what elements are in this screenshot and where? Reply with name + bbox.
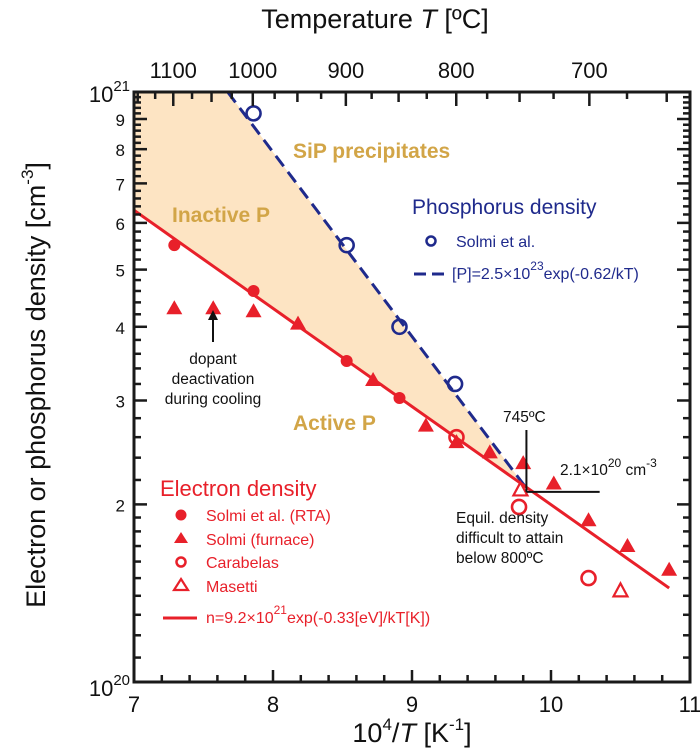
legend-marker-open-circle-blue xyxy=(425,235,437,247)
y-tick-label: 8 xyxy=(116,141,125,160)
electron-legend: Electron density Solmi et al. (RTA) Solm… xyxy=(160,476,430,627)
data-point-solmi-furnace- xyxy=(619,538,636,553)
data-point-masetti xyxy=(511,480,530,497)
data-point-solmi-furnace- xyxy=(205,300,222,315)
data-point-solmi-furnace- xyxy=(245,303,262,318)
data-point-solmi-furnace- xyxy=(515,455,532,470)
data-point-solmi-furnace- xyxy=(448,434,465,449)
density-2.1e20-label: 2.1×1020 cm-3 xyxy=(560,456,657,479)
x-tick-label: 10 xyxy=(539,692,563,717)
y-tick-label: 2 xyxy=(116,496,125,515)
y-tick-label: 9 xyxy=(116,111,125,130)
y-decade-base: 10 xyxy=(89,676,113,701)
deactivation-annotation: dopant deactivation during cooling xyxy=(165,310,262,408)
y-decade-label: 1021 xyxy=(89,78,130,107)
legend-label-p-fit: [P]=2.5×1023exp(-0.62/kT) xyxy=(452,259,639,283)
equilibrium-annotation: Equil. density difficult to attain below… xyxy=(456,510,563,567)
data-point-solmi-et-al-rta- xyxy=(393,391,406,404)
region-fill-layer xyxy=(134,92,525,487)
top-tick-label: 1100 xyxy=(150,58,197,83)
data-point-solmi-et-al- xyxy=(338,236,355,254)
inactive-p-region xyxy=(134,92,525,487)
data-point-solmi-furnace- xyxy=(545,475,562,490)
y-tick-label: 5 xyxy=(116,262,125,281)
x-tick-label: 7 xyxy=(128,692,140,717)
y-decade-exponent: 20 xyxy=(113,672,130,689)
deactivation-text-3: during cooling xyxy=(165,391,262,408)
y-tick-label: 3 xyxy=(116,392,125,411)
legend-marker-open-circle xyxy=(175,556,187,568)
electron-legend-title: Electron density xyxy=(160,476,317,501)
region-label-active: Active P xyxy=(293,412,376,435)
data-point-solmi-et-al- xyxy=(391,318,408,336)
deactivation-text-1: dopant xyxy=(189,351,237,368)
data-point-solmi-et-al-rta- xyxy=(168,239,181,252)
data-point-solmi-et-al- xyxy=(245,105,262,122)
y-decade-exponent: 21 xyxy=(113,78,130,95)
data-point-solmi-furnace- xyxy=(365,371,382,386)
data-point-solmi-furnace- xyxy=(417,417,434,432)
legend-label-masetti: Masetti xyxy=(206,579,258,596)
phosphorus-legend: Phosphorus density Solmi et al. [P]=2.5×… xyxy=(412,196,639,283)
equil-text-3: below 800ºC xyxy=(456,550,544,567)
data-point-carabelas xyxy=(580,569,597,587)
data-point-solmi-furnace- xyxy=(481,444,498,459)
data-point-solmi-furnace- xyxy=(580,512,597,527)
equil-text-2: difficult to attain xyxy=(456,530,563,547)
phosphorus-legend-title: Phosphorus density xyxy=(412,196,597,219)
legend-marker-open-triangle xyxy=(171,576,191,592)
data-point-solmi-et-al-rta- xyxy=(340,354,353,367)
data-point-solmi-furnace- xyxy=(290,315,307,330)
data-point-carabelas xyxy=(510,498,528,516)
legend-label-solmi-p: Solmi et al. xyxy=(456,234,535,251)
phosphorus-fit-line xyxy=(226,91,527,488)
temperature-annotation: 745ºC 2.1×1020 cm-3 xyxy=(503,409,657,493)
data-point-solmi-et-al- xyxy=(446,375,464,393)
data-point-masetti xyxy=(611,581,630,598)
legend-label-n-fit: n=9.2×1021exp(-0.33[eV]/kT[K]) xyxy=(206,603,430,627)
y-axis-title: Electron or phosphorus density [cm-3] xyxy=(18,162,51,608)
data-point-solmi-furnace- xyxy=(166,300,183,315)
legend-label-furnace: Solmi (furnace) xyxy=(206,532,314,549)
top-tick-label: 800 xyxy=(438,58,475,83)
x-tick-label: 8 xyxy=(267,692,279,717)
x-axis-title: 104/T [K-1] xyxy=(352,715,471,748)
y-tick-label: 7 xyxy=(116,175,125,194)
top-tick-label: 700 xyxy=(571,58,608,83)
legend-label-carabelas: Carabelas xyxy=(206,555,279,572)
legend-marker-filled-triangle xyxy=(174,532,188,543)
top-tick-label: 1000 xyxy=(228,58,277,83)
region-label-inactive: Inactive P xyxy=(172,204,270,227)
data-point-solmi-furnace- xyxy=(661,561,678,576)
x-tick-label: 9 xyxy=(406,692,418,717)
y-tick-label: 4 xyxy=(116,319,125,338)
data-point-solmi-et-al-rta- xyxy=(247,284,260,297)
y-tick-label: 6 xyxy=(116,215,125,234)
top-axis-title: Temperature T [ºC] xyxy=(261,4,488,34)
deactivation-text-2: deactivation xyxy=(172,371,255,388)
y-decade-base: 10 xyxy=(89,82,113,107)
top-tick-label: 900 xyxy=(327,58,364,83)
data-point-carabelas xyxy=(448,428,465,446)
temp-745-label: 745ºC xyxy=(503,409,546,426)
y-decade-label: 1020 xyxy=(89,672,130,701)
legend-label-rta: Solmi et al. (RTA) xyxy=(206,508,331,525)
deactivation-arrow-head-icon xyxy=(208,310,218,320)
legend-marker-filled-circle xyxy=(175,509,187,521)
x-tick-label: 11 xyxy=(679,692,700,717)
markers-layer xyxy=(166,105,678,598)
region-label-precipitates: SiP precipitates xyxy=(293,140,450,163)
equil-text-1: Equil. density xyxy=(456,510,548,527)
